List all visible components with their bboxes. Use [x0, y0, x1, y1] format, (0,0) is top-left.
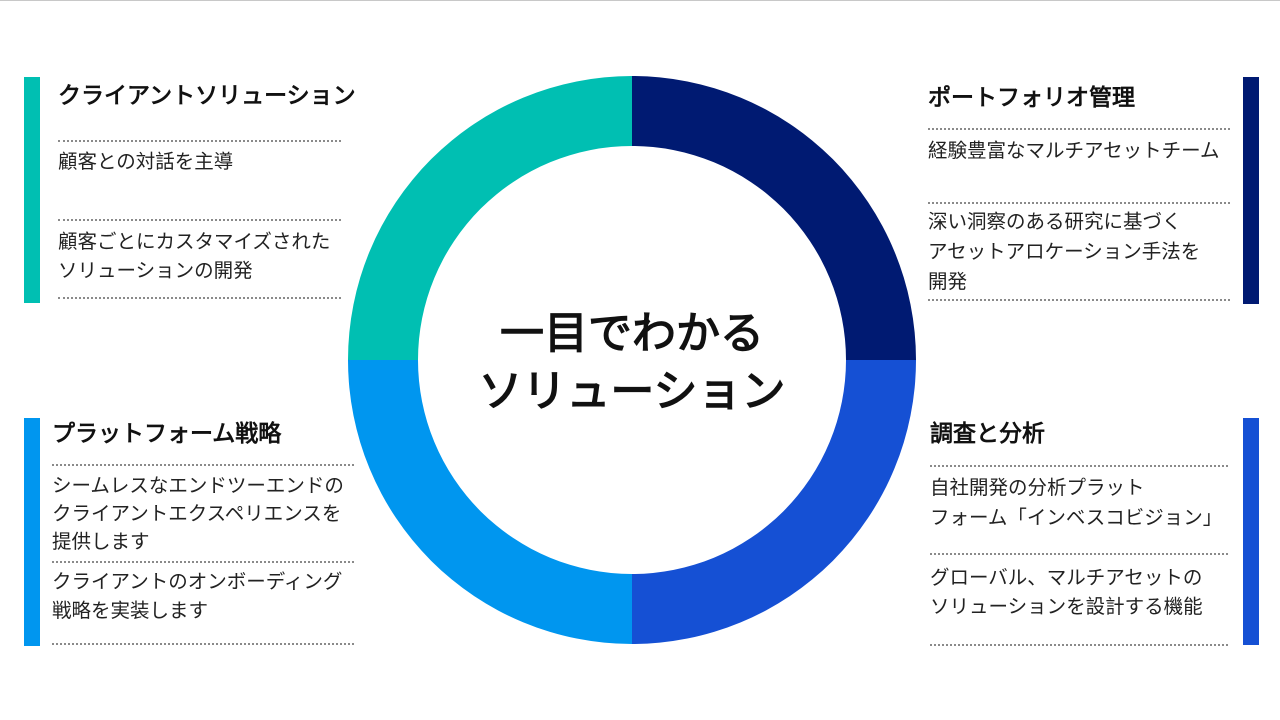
panel-item: ソリューションの開発: [58, 259, 253, 282]
panel-item: 戦略を実装します: [52, 599, 209, 622]
panel-item: フォーム「インベスコビジョン」: [930, 506, 1223, 529]
ring-segment-research: [632, 360, 916, 644]
center-title-line2: ソリューション: [478, 366, 786, 417]
divider: [58, 219, 341, 221]
divider: [930, 465, 1228, 467]
center-title-line1: 一目でわかる: [500, 308, 764, 359]
panel-item: アセットアロケーション手法を: [928, 240, 1201, 263]
panel-item: クライアントのオンボーディング: [52, 570, 343, 593]
divider: [52, 643, 354, 645]
panel-title: クライアントソリューション: [58, 83, 356, 109]
divider: [58, 140, 341, 142]
panel-bar-royal: [1243, 418, 1259, 645]
panel-item: 顧客ごとにカスタマイズされた: [58, 230, 331, 253]
panel-item: ソリューションを設計する機能: [930, 595, 1203, 618]
panel-bar-sky: [24, 418, 40, 646]
panel-title: ポートフォリオ管理: [928, 85, 1135, 111]
divider: [928, 299, 1230, 301]
panel-title: 調査と分析: [930, 421, 1045, 447]
panel-item: 深い洞察のある研究に基づく: [928, 210, 1182, 233]
panel-item: 開発: [928, 270, 968, 293]
ring-segment-client: [348, 76, 632, 360]
ring-segment-portfolio: [632, 76, 916, 360]
divider: [930, 553, 1228, 555]
panel-item: シームレスなエンドツーエンドの: [52, 474, 344, 497]
divider: [928, 128, 1230, 130]
ring-segment-platform: [348, 360, 632, 644]
panel-item: 提供します: [52, 530, 150, 553]
panel-item: クライアントエクスペリエンスを: [52, 502, 342, 525]
divider: [928, 202, 1230, 204]
divider: [52, 561, 354, 563]
divider: [52, 464, 354, 466]
panel-bar-navy: [1243, 77, 1259, 304]
divider: [930, 644, 1228, 646]
panel-title: プラットフォーム戦略: [52, 421, 282, 447]
panel-item: 顧客との対話を主導: [58, 150, 234, 173]
panel-item: 自社開発の分析プラット: [930, 476, 1145, 499]
divider: [58, 297, 341, 299]
panel-bar-teal: [24, 77, 40, 303]
panel-item: グローバル、マルチアセットの: [930, 566, 1203, 589]
top-rule: [0, 0, 1280, 1]
panel-item: 経験豊富なマルチアセットチーム: [928, 139, 1220, 162]
